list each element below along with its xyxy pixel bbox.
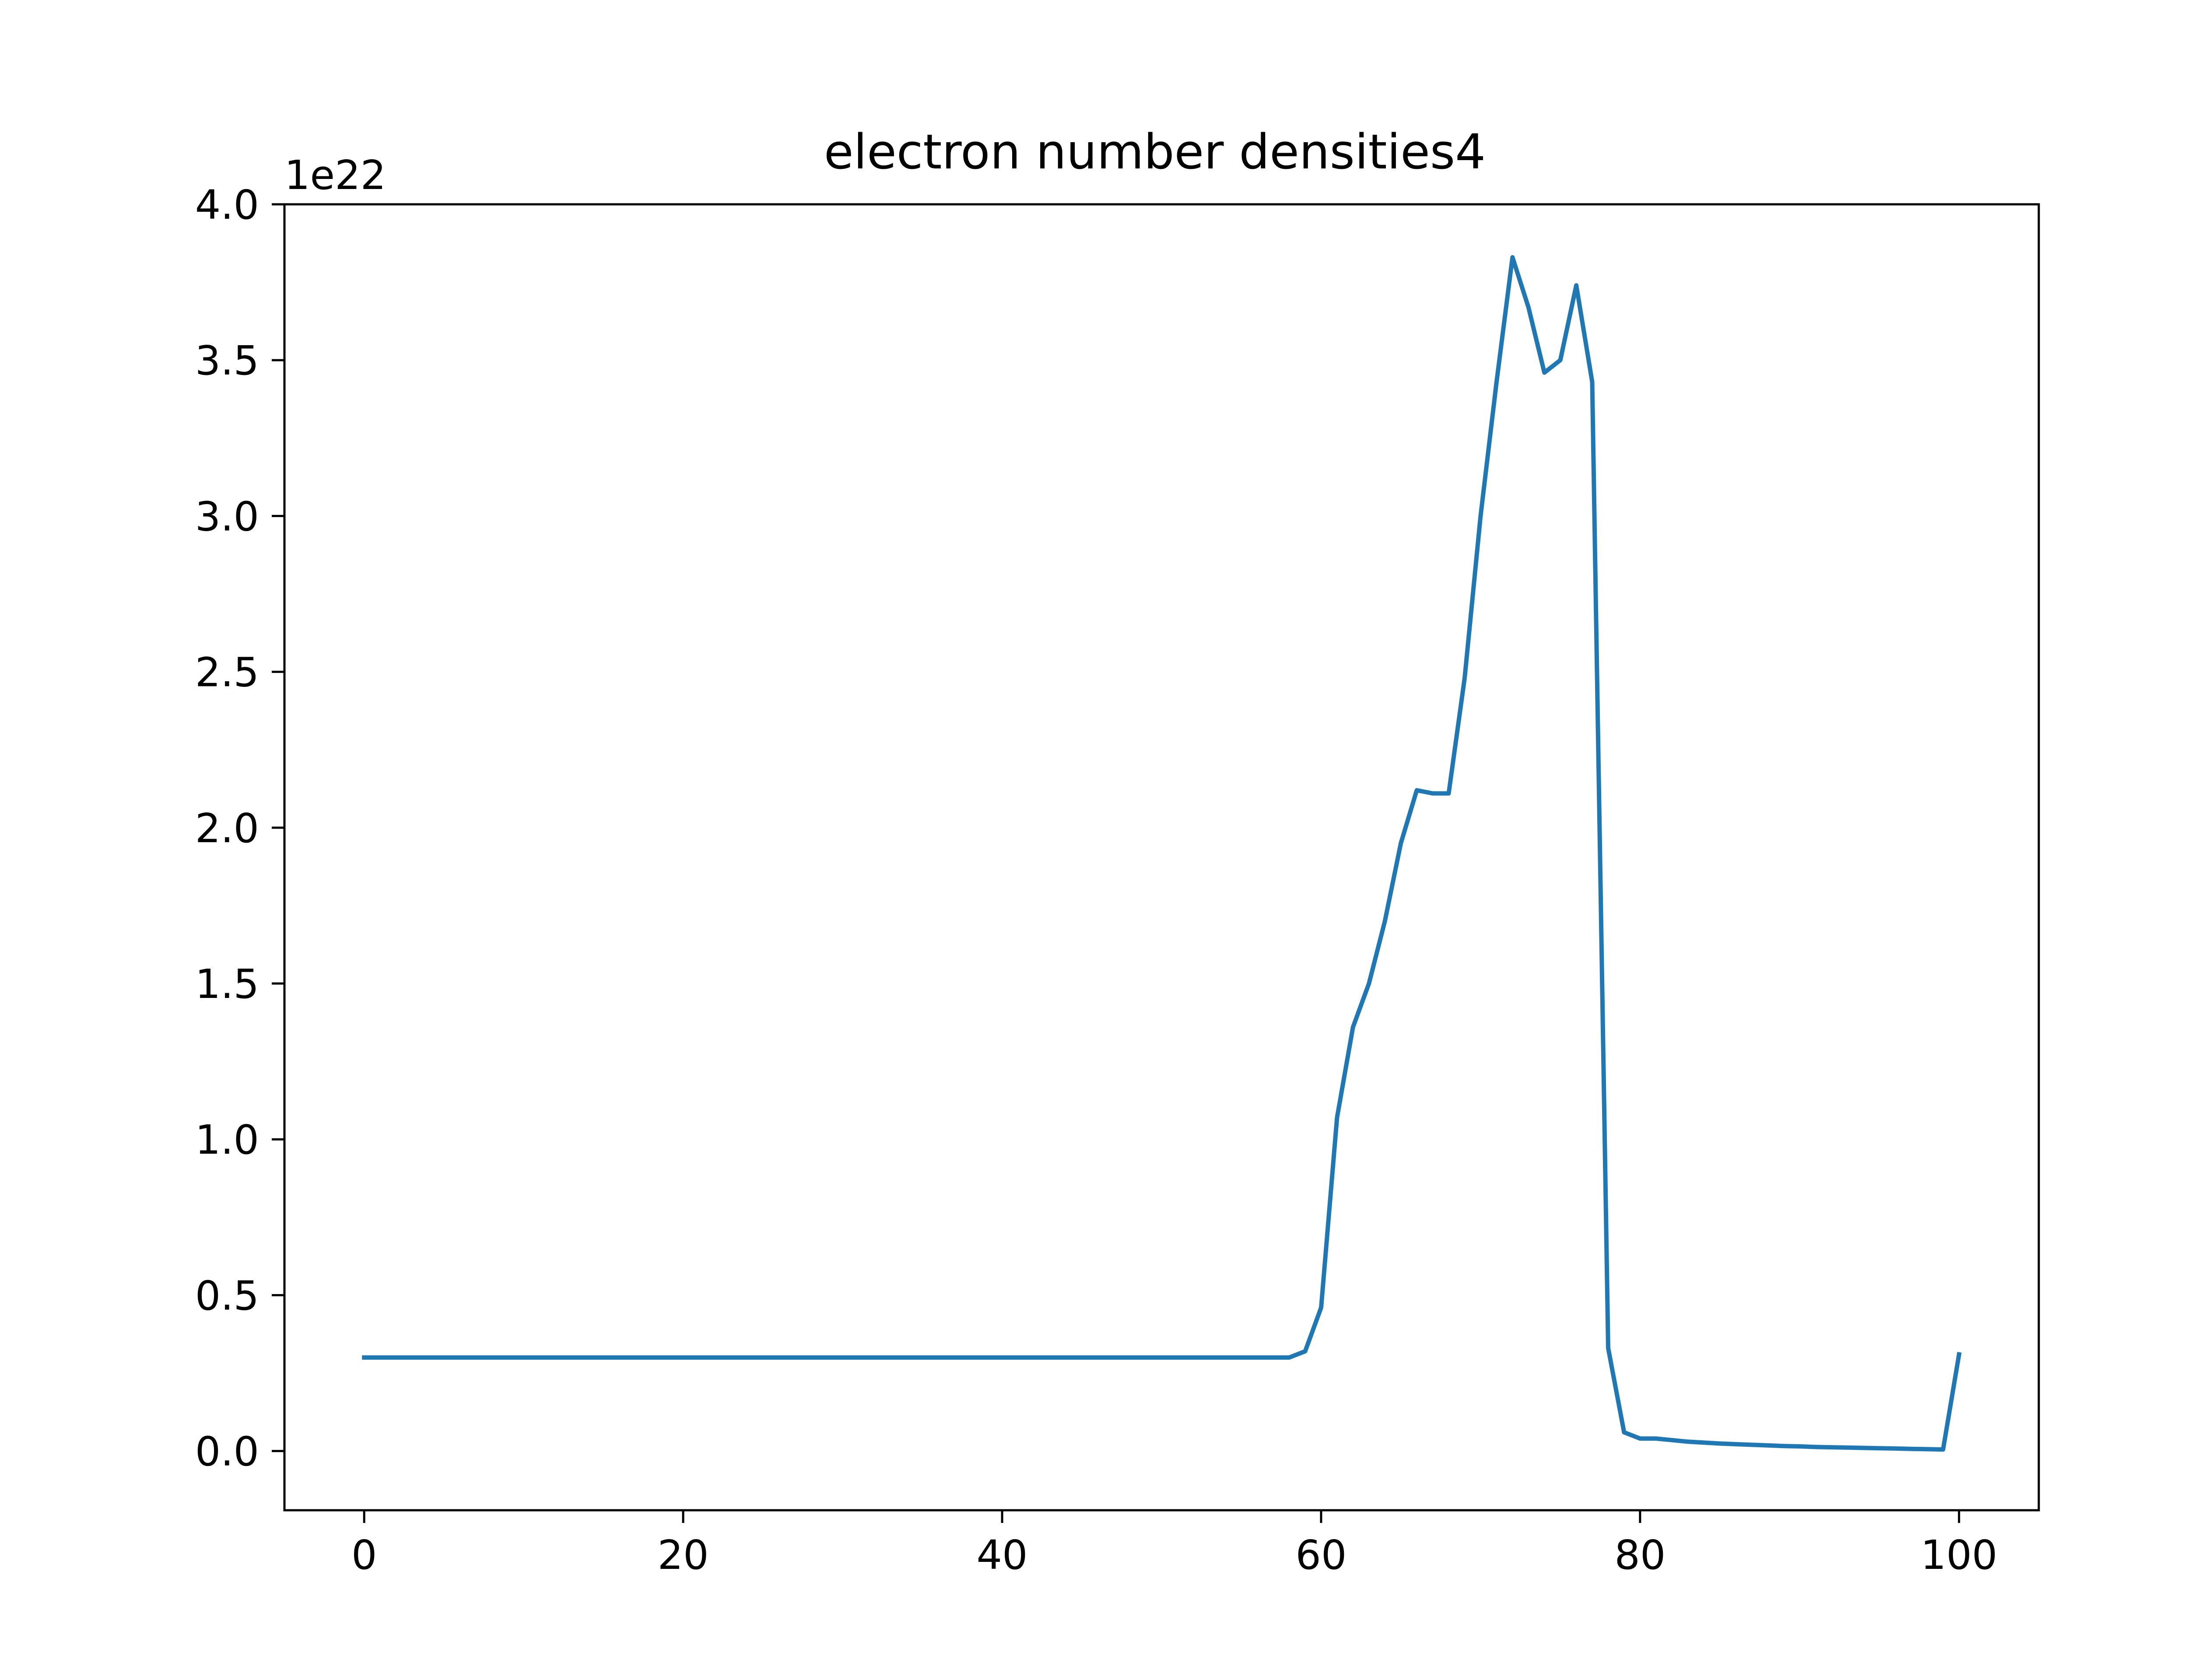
y-tick-label: 0.5 — [195, 1272, 259, 1319]
y-tick-label: 1.0 — [195, 1116, 259, 1163]
y-axis-ticks: 0.0 0.5 1.0 1.5 2.0 2.5 3.0 3.5 4.0 — [195, 182, 284, 1475]
series-line-0 — [362, 255, 1962, 1452]
plot-area-frame — [283, 203, 2040, 1512]
y-tick-label: 1.5 — [195, 961, 259, 1008]
y-tick-label: 3.0 — [195, 493, 259, 540]
y-offset-label: 1e22 — [284, 152, 386, 199]
series-layer — [362, 255, 1962, 1452]
y-tick-label: 0.0 — [195, 1428, 259, 1475]
x-tick-label: 20 — [658, 1532, 709, 1578]
y-tick-label: 2.5 — [195, 649, 259, 696]
y-tick-label: 2.0 — [195, 805, 259, 852]
x-tick-label: 0 — [351, 1532, 377, 1578]
y-tick-label: 3.5 — [195, 337, 259, 384]
x-tick-label: 100 — [1921, 1532, 1998, 1578]
x-tick-label: 60 — [1295, 1532, 1346, 1578]
x-tick-label: 40 — [977, 1532, 1028, 1578]
chart-title: electron number densities4 — [824, 124, 1486, 180]
x-tick-label: 80 — [1614, 1532, 1666, 1578]
x-axis-ticks: 0 20 40 60 80 100 — [351, 1510, 1998, 1578]
y-tick-label: 4.0 — [195, 182, 259, 228]
